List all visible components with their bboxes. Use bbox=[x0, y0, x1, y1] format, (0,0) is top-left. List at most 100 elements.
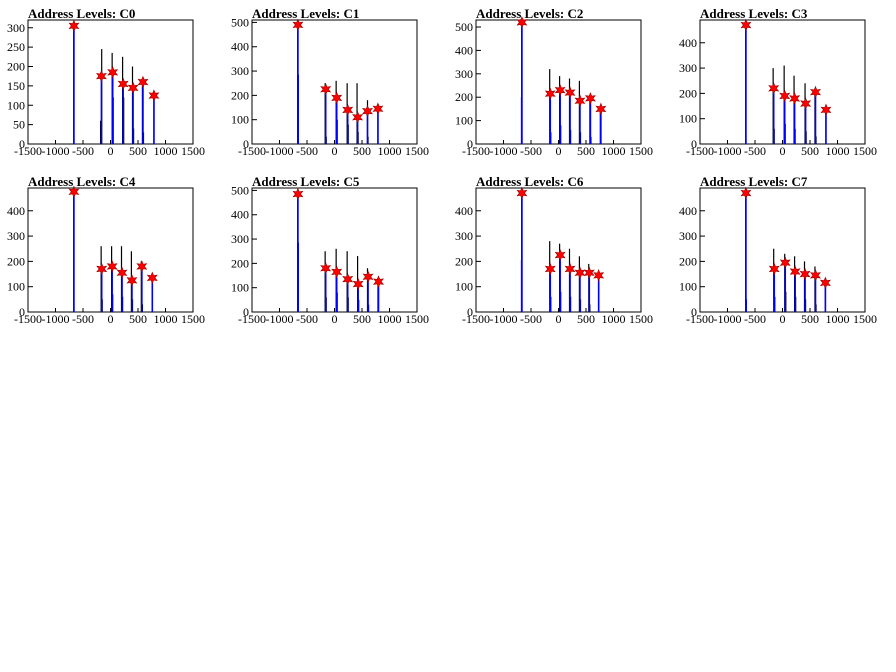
plot-panel-1: Address Levels: C10100200300400500-1500-… bbox=[231, 6, 429, 158]
x-tick-label: -1000 bbox=[42, 312, 70, 326]
x-tick-label: -1500 bbox=[462, 312, 490, 326]
peak-star-marker bbox=[574, 94, 586, 107]
peak-star-marker bbox=[768, 81, 780, 95]
x-tick-label: 1000 bbox=[154, 144, 178, 158]
y-tick-label: 200 bbox=[455, 254, 473, 268]
peak-star-marker bbox=[342, 272, 354, 286]
x-tick-label: 1500 bbox=[405, 144, 429, 158]
x-tick-label: 500 bbox=[801, 144, 819, 158]
plot-title: Address Levels: C7 bbox=[700, 174, 808, 189]
peak-star-marker bbox=[768, 262, 780, 276]
plot-frame bbox=[475, 19, 642, 145]
plot-title: Address Levels: C0 bbox=[28, 6, 135, 21]
x-tick-label: 500 bbox=[353, 144, 371, 158]
x-tick-label: -500 bbox=[744, 312, 766, 326]
plot-panel-2: Address Levels: C20100200300400500-1500-… bbox=[455, 6, 653, 158]
y-tick-label: 200 bbox=[7, 254, 25, 268]
x-tick-label: -1500 bbox=[686, 312, 714, 326]
plot-title: Address Levels: C1 bbox=[252, 6, 359, 21]
y-tick-label: 100 bbox=[231, 113, 249, 127]
peak-star-marker bbox=[127, 81, 139, 95]
y-tick-label: 100 bbox=[455, 280, 473, 294]
y-tick-label: 0 bbox=[691, 305, 697, 319]
peak-star-marker bbox=[372, 102, 384, 115]
y-tick-label: 250 bbox=[7, 40, 25, 54]
peak-star-marker bbox=[740, 186, 752, 200]
x-tick-label: -500 bbox=[72, 144, 94, 158]
plot-frame bbox=[699, 187, 866, 313]
peak-star-marker bbox=[106, 260, 118, 273]
y-tick-label: 500 bbox=[455, 20, 473, 34]
peak-star-marker bbox=[352, 111, 364, 124]
x-tick-label: -1000 bbox=[266, 144, 294, 158]
x-tick-label: 1000 bbox=[602, 144, 626, 158]
y-tick-label: 500 bbox=[231, 15, 249, 29]
y-tick-label: 400 bbox=[231, 208, 249, 222]
peak-star-marker bbox=[136, 260, 148, 273]
y-tick-label: 200 bbox=[679, 254, 697, 268]
x-tick-label: -1500 bbox=[238, 312, 266, 326]
peak-star-marker bbox=[554, 248, 566, 262]
peak-star-marker bbox=[740, 18, 752, 32]
y-tick-label: 0 bbox=[467, 305, 473, 319]
y-tick-label: 400 bbox=[231, 40, 249, 54]
x-tick-label: 500 bbox=[129, 312, 147, 326]
y-tick-label: 0 bbox=[19, 305, 25, 319]
peak-star-marker bbox=[137, 75, 149, 89]
peak-star-marker bbox=[516, 15, 528, 29]
y-tick-label: 500 bbox=[231, 183, 249, 197]
y-tick-label: 400 bbox=[679, 204, 697, 218]
y-tick-label: 300 bbox=[679, 61, 697, 75]
x-tick-label: -500 bbox=[520, 312, 542, 326]
plot-frame bbox=[251, 187, 418, 313]
peak-star-marker bbox=[352, 277, 364, 291]
peak-star-marker bbox=[292, 18, 304, 32]
y-tick-label: 0 bbox=[243, 305, 249, 319]
peak-star-marker bbox=[779, 89, 791, 103]
x-tick-label: 0 bbox=[556, 144, 562, 158]
peak-star-marker bbox=[68, 185, 80, 199]
plot-panel-0: Address Levels: C0 0 50 100 150 200 250 300 -150… bbox=[7, 6, 205, 158]
x-tick-label: 1500 bbox=[181, 144, 205, 158]
y-tick-label: 200 bbox=[455, 90, 473, 104]
peak-star-marker bbox=[595, 102, 607, 116]
x-tick-label: 500 bbox=[353, 312, 371, 326]
plot-panel-6: Address Levels: C6 0 100 200 300 400 -1500 -100… bbox=[455, 174, 653, 326]
x-tick-label: -1500 bbox=[686, 144, 714, 158]
x-tick-label: 1500 bbox=[405, 312, 429, 326]
x-tick-label: -1000 bbox=[490, 312, 518, 326]
y-tick-label: 0 bbox=[243, 137, 249, 151]
peak-star-marker bbox=[342, 103, 354, 117]
peak-star-marker bbox=[800, 97, 812, 110]
x-tick-label: -500 bbox=[520, 144, 542, 158]
plot-frame bbox=[475, 187, 642, 313]
peak-star-marker bbox=[292, 187, 304, 201]
plot-panel-3: Address Levels: C3 0 100 200 300 400 -1500 -100… bbox=[679, 6, 877, 158]
y-tick-label: 100 bbox=[455, 114, 473, 128]
x-tick-label: 1000 bbox=[826, 312, 850, 326]
y-tick-label: 100 bbox=[679, 280, 697, 294]
y-tick-label: 0 bbox=[467, 137, 473, 151]
peak-star-marker bbox=[362, 270, 374, 283]
y-tick-label: 300 bbox=[7, 21, 25, 35]
plot-frame bbox=[27, 19, 194, 145]
peak-star-marker bbox=[320, 261, 332, 275]
peak-star-marker bbox=[809, 85, 822, 99]
y-tick-label: 100 bbox=[7, 280, 25, 294]
plot-panel-7: Address Levels: C7 0 100 200 300 400 -1500 -100… bbox=[679, 174, 877, 326]
x-tick-label: -1500 bbox=[14, 312, 42, 326]
x-tick-label: -500 bbox=[296, 312, 318, 326]
plot-title: Address Levels: C5 bbox=[252, 174, 360, 189]
y-tick-label: 400 bbox=[7, 204, 25, 218]
x-tick-label: -1500 bbox=[238, 144, 266, 158]
y-tick-label: 300 bbox=[455, 67, 473, 81]
y-tick-label: 400 bbox=[455, 204, 473, 218]
peak-star-marker bbox=[96, 69, 107, 83]
x-tick-label: 1500 bbox=[629, 144, 653, 158]
y-tick-label: 300 bbox=[455, 229, 473, 243]
y-tick-label: 200 bbox=[7, 60, 25, 74]
x-tick-label: 1000 bbox=[602, 312, 626, 326]
x-tick-label: 0 bbox=[108, 312, 114, 326]
peak-star-marker bbox=[117, 77, 129, 91]
